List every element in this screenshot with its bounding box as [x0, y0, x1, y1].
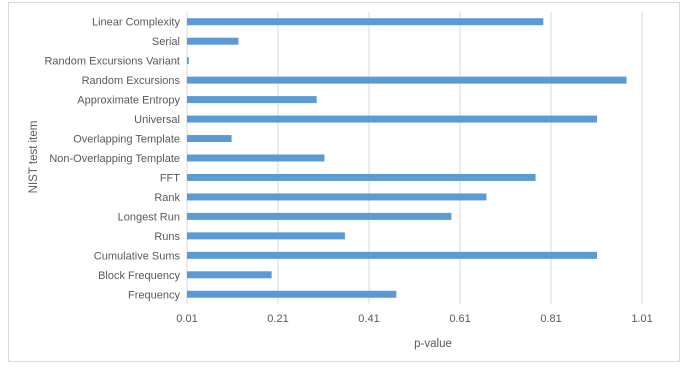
category-label: Cumulative Sums: [94, 250, 181, 262]
category-label: Random Excursions: [82, 75, 181, 87]
x-tick-label: 0.41: [358, 313, 379, 325]
category-label: Runs: [154, 231, 180, 243]
category-label: Non-Overlapping Template: [49, 153, 180, 165]
category-label: Random Excursions Variant: [44, 56, 180, 68]
category-label: FFT: [160, 172, 180, 184]
bar: [187, 271, 272, 279]
y-axis-title: NIST test item: [28, 121, 40, 194]
bar: [187, 57, 189, 65]
category-labels: Frequency Block Frequency Cumulative Sums R…: [44, 17, 180, 302]
bar: [187, 232, 345, 240]
chart-frame: [8, 2, 680, 362]
category-label: Block Frequency: [98, 270, 180, 282]
category-label: Universal: [134, 114, 180, 126]
bars: [187, 18, 627, 298]
x-tick-label: 1.01: [631, 313, 652, 325]
bar: [187, 76, 627, 84]
bar: [187, 115, 597, 123]
category-label: Longest Run: [118, 211, 180, 223]
category-label: Approximate Entropy: [77, 95, 180, 107]
bar: [187, 251, 597, 259]
bar: [187, 135, 232, 143]
category-label: Rank: [154, 192, 180, 204]
category-label: Frequency: [128, 289, 180, 301]
bar: [187, 193, 487, 201]
bar: [187, 212, 452, 220]
bar: [187, 173, 536, 181]
x-tick-label: 0.81: [540, 313, 561, 325]
x-tick-labels: 0.01 0.21 0.41 0.61 0.81 1.01: [176, 313, 652, 325]
x-tick-label: 0.21: [267, 313, 288, 325]
category-label: Serial: [152, 36, 180, 48]
category-label: Linear Complexity: [92, 17, 181, 29]
bar: [187, 37, 239, 45]
bar: [187, 96, 317, 104]
x-axis-title: p-value: [414, 338, 452, 350]
x-tick-label: 0.01: [176, 313, 197, 325]
bar: [187, 290, 397, 298]
bar: [187, 18, 544, 26]
category-label: Overlapping Template: [73, 134, 180, 146]
bar: [187, 154, 325, 162]
x-tick-label: 0.61: [449, 313, 470, 325]
